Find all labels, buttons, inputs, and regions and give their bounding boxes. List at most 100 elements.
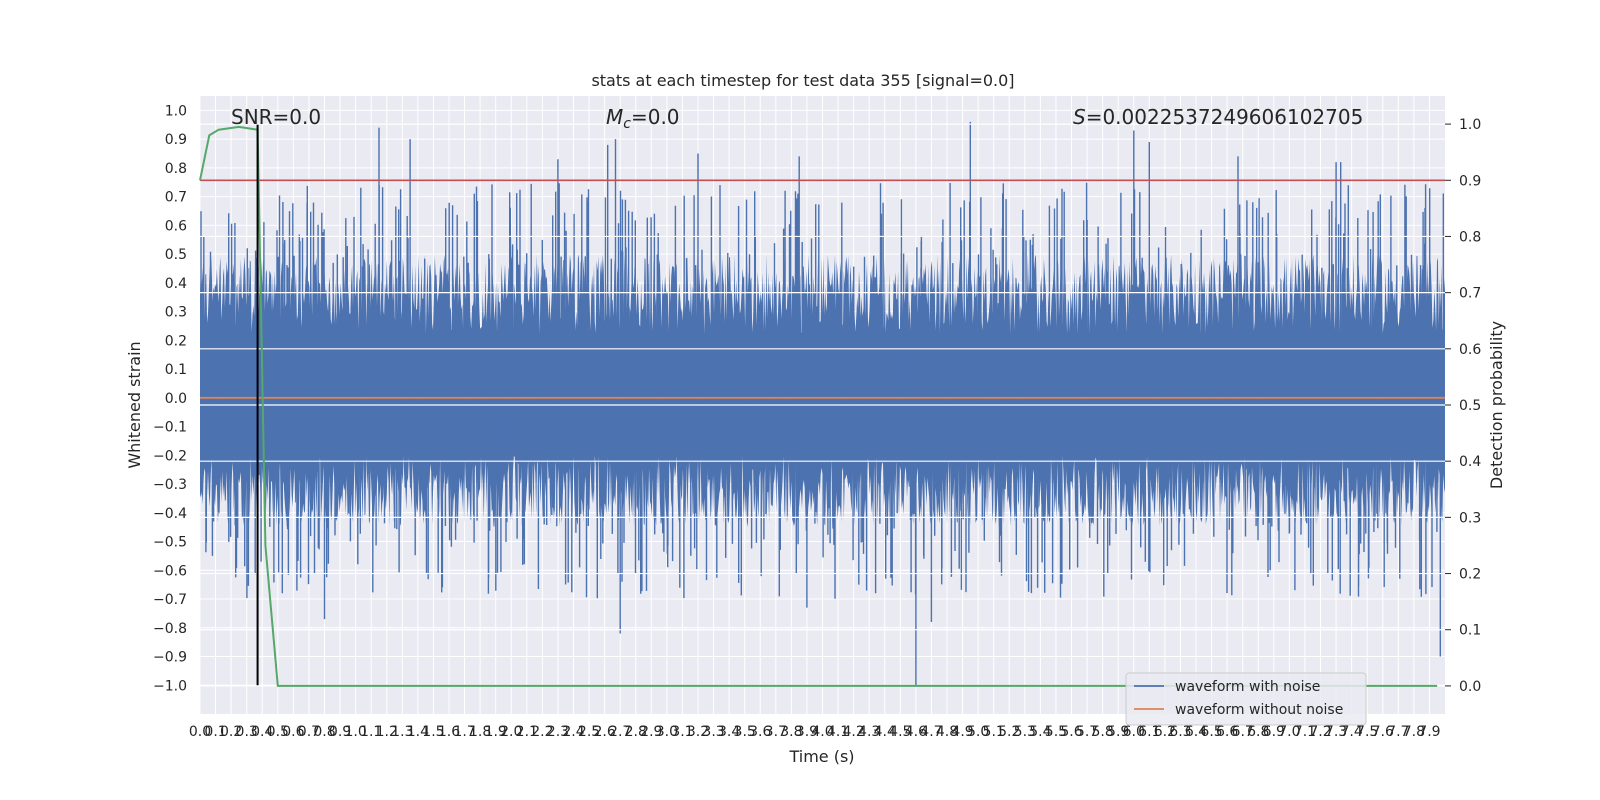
x-tick-21: 2.1 xyxy=(516,724,538,740)
y2-tick-labels: 0.0 0.1 0.2 0.3 0.4 0.5 0.6 0.7 0.8 0.9 1.0 xyxy=(1445,117,1481,695)
y-tick-2: −0.8 xyxy=(153,621,187,637)
mc-symbol: M xyxy=(606,105,623,129)
x-tick-46: 4.6 xyxy=(905,724,927,740)
x-tick-3: 0.3 xyxy=(236,724,258,740)
x-tick-44: 4.4 xyxy=(874,724,896,740)
x-tick-27: 2.7 xyxy=(609,724,631,740)
x-tick-38: 3.8 xyxy=(780,724,802,740)
x-tick-63: 6.3 xyxy=(1169,724,1191,740)
x-tick-62: 6.2 xyxy=(1154,724,1176,740)
y2-tick-4: 0.4 xyxy=(1459,454,1481,470)
x-tick-19: 1.9 xyxy=(485,724,507,740)
x-tick-23: 2.3 xyxy=(547,724,569,740)
x-tick-79: 7.9 xyxy=(1418,724,1440,740)
x-tick-65: 6.5 xyxy=(1200,724,1222,740)
x-tick-59: 5.9 xyxy=(1107,724,1129,740)
x-tick-69: 6.9 xyxy=(1263,724,1285,740)
x-tick-40: 4.0 xyxy=(811,724,833,740)
y-tick-4: −0.6 xyxy=(153,563,187,579)
x-tick-31: 3.1 xyxy=(671,724,693,740)
x-tick-17: 1.7 xyxy=(453,724,475,740)
y-tick-3: −0.7 xyxy=(153,592,187,608)
mc-annotation: Mc=0.0 xyxy=(606,105,680,132)
x-tick-22: 2.2 xyxy=(531,724,553,740)
x-tick-54: 5.4 xyxy=(1029,724,1051,740)
x-tick-32: 3.2 xyxy=(687,724,709,740)
x-tick-39: 3.9 xyxy=(796,724,818,740)
s-annotation: S=0.002253724960610270​5 xyxy=(1073,105,1363,129)
y-tick-8: −0.2 xyxy=(153,448,187,464)
x-tick-2: 0.2 xyxy=(220,724,242,740)
y2-tick-8: 0.8 xyxy=(1459,229,1481,245)
x-tick-6: 0.6 xyxy=(282,724,304,740)
x-tick-labels: 0.00.10.20.30.40.50.60.70.80.91.01.11.21… xyxy=(189,724,1441,740)
y-tick-7: −0.3 xyxy=(153,477,187,493)
x-tick-5: 0.5 xyxy=(267,724,289,740)
snr-annotation: SNR=0.0 xyxy=(231,105,321,129)
y-tick-0: −1.0 xyxy=(153,678,187,694)
x-tick-52: 5.2 xyxy=(998,724,1020,740)
x-tick-66: 6.6 xyxy=(1216,724,1238,740)
x-tick-53: 5.3 xyxy=(1014,724,1036,740)
x-tick-14: 1.4 xyxy=(407,724,429,740)
y-tick-19: 0.9 xyxy=(165,132,187,148)
x-tick-8: 0.8 xyxy=(313,724,335,740)
y2-tick-5: 0.5 xyxy=(1459,398,1481,414)
x-tick-57: 5.7 xyxy=(1076,724,1098,740)
x-tick-61: 6.1 xyxy=(1138,724,1160,740)
y-tick-17: 0.7 xyxy=(165,190,187,206)
x-tick-75: 7.5 xyxy=(1356,724,1378,740)
y-axis-label: Whitened strain xyxy=(125,341,144,468)
x-tick-20: 2.0 xyxy=(500,724,522,740)
y-tick-11: 0.1 xyxy=(165,362,187,378)
x-tick-34: 3.4 xyxy=(718,724,740,740)
x-tick-73: 7.3 xyxy=(1325,724,1347,740)
mc-subscript: c xyxy=(623,116,631,132)
noise-spikes xyxy=(200,121,1444,686)
x-tick-18: 1.8 xyxy=(469,724,491,740)
x-tick-35: 3.5 xyxy=(734,724,756,740)
x-tick-7: 0.7 xyxy=(298,724,320,740)
y2-tick-10: 1.0 xyxy=(1459,117,1481,133)
x-tick-33: 3.3 xyxy=(702,724,724,740)
x-tick-43: 4.3 xyxy=(858,724,880,740)
x-tick-60: 6.0 xyxy=(1123,724,1145,740)
x-tick-13: 1.3 xyxy=(391,724,413,740)
x-tick-0: 0.0 xyxy=(189,724,211,740)
y-tick-14: 0.4 xyxy=(165,276,187,292)
x-tick-74: 7.4 xyxy=(1340,724,1362,740)
x-tick-49: 4.9 xyxy=(951,724,973,740)
x-tick-48: 4.8 xyxy=(936,724,958,740)
x-tick-67: 6.7 xyxy=(1232,724,1254,740)
x-tick-25: 2.5 xyxy=(578,724,600,740)
legend-label-noise: waveform with noise xyxy=(1175,679,1320,695)
x-tick-47: 4.7 xyxy=(920,724,942,740)
legend-label-clean: waveform without noise xyxy=(1175,702,1343,718)
legend-box xyxy=(1125,672,1367,726)
x-tick-9: 0.9 xyxy=(329,724,351,740)
y2-tick-6: 0.6 xyxy=(1459,342,1481,358)
y2-tick-1: 0.1 xyxy=(1459,623,1481,639)
y-tick-13: 0.3 xyxy=(165,305,187,321)
x-tick-16: 1.6 xyxy=(438,724,460,740)
x-tick-30: 3.0 xyxy=(656,724,678,740)
x-tick-11: 1.1 xyxy=(360,724,382,740)
y-tick-1: −0.9 xyxy=(153,650,187,666)
y2-tick-7: 0.7 xyxy=(1459,286,1481,302)
x-tick-78: 7.8 xyxy=(1403,724,1425,740)
x-tick-72: 7.2 xyxy=(1309,724,1331,740)
y-tick-15: 0.5 xyxy=(165,247,187,263)
x-tick-15: 1.5 xyxy=(422,724,444,740)
s-symbol: S xyxy=(1073,105,1086,129)
x-tick-50: 5.0 xyxy=(967,724,989,740)
y-tick-16: 0.6 xyxy=(165,218,187,234)
x-tick-70: 7.0 xyxy=(1278,724,1300,740)
series-waveform-with-noise xyxy=(200,121,1445,686)
x-tick-37: 3.7 xyxy=(765,724,787,740)
x-tick-12: 1.2 xyxy=(376,724,398,740)
y2-tick-2: 0.2 xyxy=(1459,567,1481,583)
x-tick-29: 2.9 xyxy=(640,724,662,740)
y2-tick-9: 0.9 xyxy=(1459,173,1481,189)
x-tick-26: 2.6 xyxy=(593,724,615,740)
y-tick-5: −0.5 xyxy=(153,535,187,551)
